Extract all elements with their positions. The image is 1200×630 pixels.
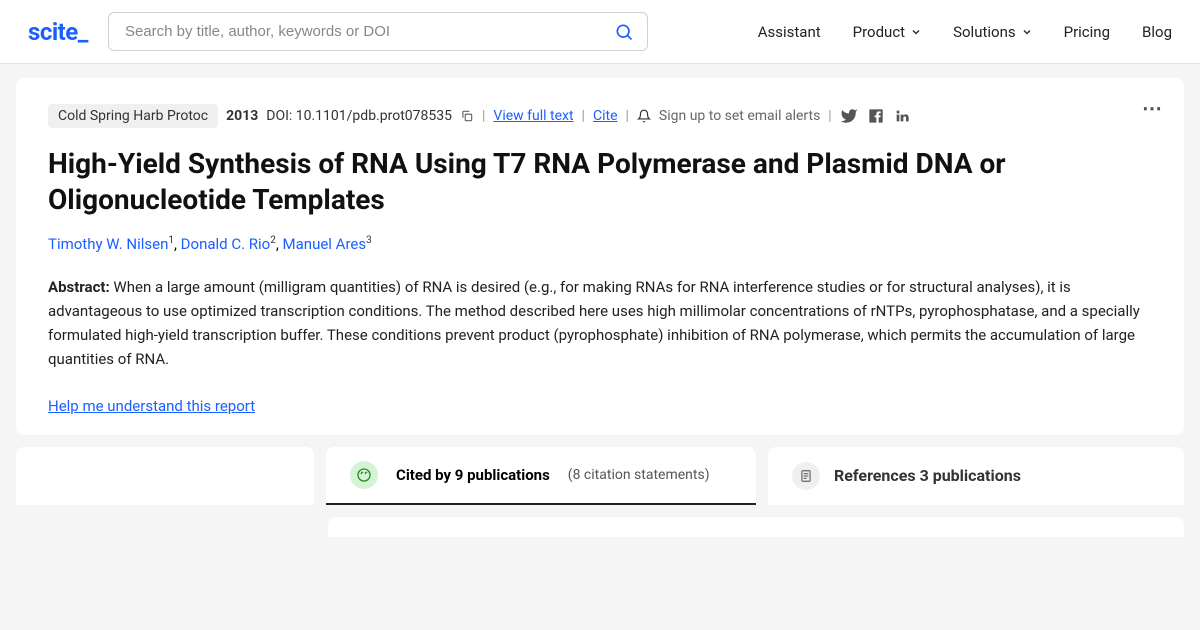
nav-blog[interactable]: Blog [1142, 23, 1172, 41]
alert-text[interactable]: Sign up to set email alerts [659, 108, 820, 124]
author-link[interactable]: Donald C. Rio [181, 235, 271, 253]
tab-cited-by[interactable]: Cited by 9 publications (8 citation stat… [326, 447, 756, 505]
logo[interactable]: scite_ [28, 18, 88, 46]
cited-count: Cited by 9 publications [396, 466, 550, 484]
search-input[interactable] [108, 12, 648, 51]
paper-card: ⋯ Cold Spring Harb Protoc 2013 DOI: 10.1… [16, 78, 1184, 435]
meta-row: Cold Spring Harb Protoc 2013 DOI: 10.110… [48, 104, 1152, 128]
document-icon [792, 462, 820, 490]
copy-icon[interactable] [460, 109, 474, 123]
bell-icon[interactable] [637, 109, 651, 123]
journal-badge[interactable]: Cold Spring Harb Protoc [48, 104, 218, 128]
help-understand-link[interactable]: Help me understand this report [48, 397, 1152, 415]
tabs-container: Cited by 9 publications (8 citation stat… [326, 447, 1184, 505]
tabs-row: Cited by 9 publications (8 citation stat… [16, 447, 1184, 505]
chevron-down-icon [1022, 27, 1032, 37]
doi: DOI: 10.1101/pdb.prot078535 [266, 108, 452, 124]
citation-statements: (8 citation statements) [568, 467, 710, 483]
nav-assistant[interactable]: Assistant [758, 23, 821, 41]
divider: | [582, 108, 585, 124]
authors: Timothy W. Nilsen1, Donald C. Rio2, Manu… [48, 235, 1152, 253]
search-icon[interactable] [614, 22, 634, 42]
sidebar-panel [16, 447, 314, 505]
search-container [108, 12, 648, 51]
view-full-text-link[interactable]: View full text [493, 108, 573, 124]
cite-link[interactable]: Cite [593, 108, 618, 124]
header: scite_ Assistant Product Solutions Prici… [0, 0, 1200, 64]
content-panel [328, 517, 1184, 537]
twitter-icon[interactable] [840, 107, 858, 125]
author-link[interactable]: Manuel Ares [283, 235, 367, 253]
divider: | [482, 108, 485, 124]
facebook-icon[interactable] [868, 108, 884, 124]
abstract-label: Abstract: [48, 278, 110, 296]
quote-icon [350, 461, 378, 489]
year: 2013 [226, 108, 258, 124]
references-count: References 3 publications [834, 466, 1021, 485]
nav-pricing[interactable]: Pricing [1064, 23, 1110, 41]
paper-title: High-Yield Synthesis of RNA Using T7 RNA… [48, 146, 1152, 219]
nav: Assistant Product Solutions Pricing Blog [758, 23, 1172, 41]
chevron-down-icon [911, 27, 921, 37]
social-icons [840, 107, 910, 125]
divider: | [626, 108, 629, 124]
author-link[interactable]: Timothy W. Nilsen [48, 235, 168, 253]
nav-solutions[interactable]: Solutions [953, 23, 1032, 41]
linkedin-icon[interactable] [894, 108, 910, 124]
abstract: Abstract: When a large amount (milligram… [48, 275, 1152, 371]
divider: | [828, 108, 831, 124]
tab-references[interactable]: References 3 publications [768, 447, 1184, 505]
nav-product[interactable]: Product [853, 23, 921, 41]
more-menu-icon[interactable]: ⋯ [1142, 96, 1164, 120]
